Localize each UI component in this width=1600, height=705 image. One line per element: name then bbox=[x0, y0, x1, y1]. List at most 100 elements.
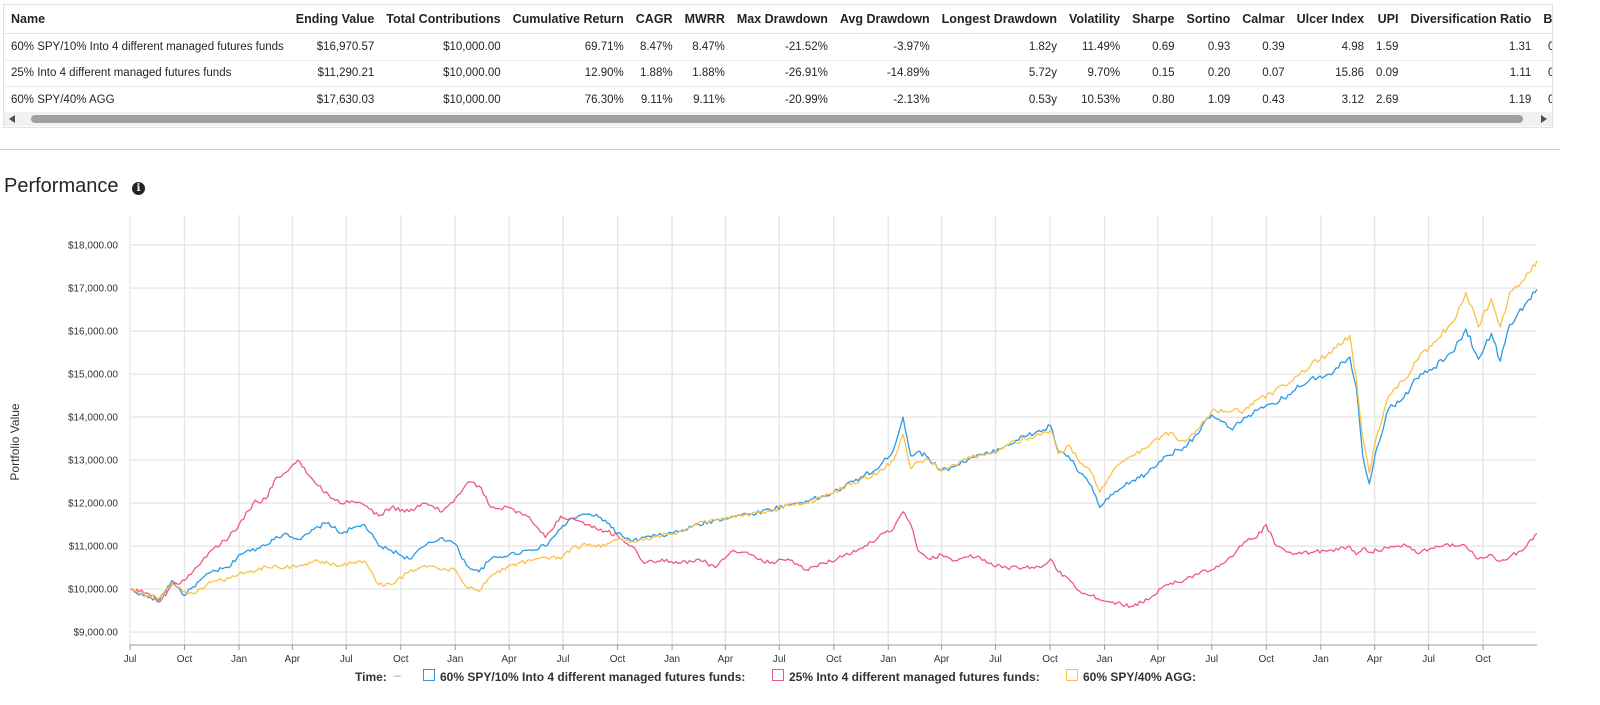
column-header[interactable]: Total Contributions bbox=[380, 5, 507, 34]
x-tick-label: Oct bbox=[826, 654, 842, 665]
series-line[interactable] bbox=[129, 260, 1538, 600]
metrics-table: Name Ending Value Total Contributions Cumul… bbox=[4, 5, 1552, 114]
x-tick-label: Oct bbox=[1258, 654, 1274, 665]
legend-swatch[interactable] bbox=[423, 669, 435, 681]
table-cell: 0.53y bbox=[935, 86, 1063, 114]
x-tick-label: Apr bbox=[285, 654, 301, 665]
table-cell: 3.12 bbox=[1290, 86, 1371, 114]
column-header[interactable]: Longest Drawdown bbox=[935, 5, 1063, 34]
table-cell: -14.89% bbox=[833, 60, 936, 87]
table-header-row: Name Ending Value Total Contributions Cumul… bbox=[4, 5, 1552, 34]
x-tick-label: Jul bbox=[773, 654, 786, 665]
portfolio-name-cell: 60% SPY/40% AGG bbox=[4, 86, 290, 114]
x-tick-label: Jul bbox=[557, 654, 570, 665]
table-cell: 0.07 bbox=[1236, 60, 1291, 87]
x-tick-label: Oct bbox=[177, 654, 193, 665]
legend-item-label[interactable]: 60% SPY/40% AGG: bbox=[1083, 670, 1196, 684]
y-tick-label: $9,000.00 bbox=[74, 628, 119, 639]
table-cell: 8.47% bbox=[629, 33, 679, 61]
scroll-left-arrow-icon[interactable] bbox=[9, 115, 15, 123]
column-header[interactable]: Avg Drawdown bbox=[833, 5, 936, 34]
table-cell: 0.93 bbox=[1180, 33, 1237, 61]
x-tick-label: Apr bbox=[718, 654, 734, 665]
x-tick-label: Apr bbox=[501, 654, 517, 665]
column-header[interactable]: Max Drawdown bbox=[730, 5, 834, 34]
table-cell: 0.20 bbox=[1180, 60, 1237, 87]
table-cell: $10,000.00 bbox=[380, 86, 507, 114]
y-tick-label: $17,000.00 bbox=[68, 284, 118, 295]
table-cell: 2.69 bbox=[1370, 86, 1405, 114]
x-tick-label: Jan bbox=[1096, 654, 1112, 665]
column-header[interactable]: MWRR bbox=[678, 5, 731, 34]
table-cell: 1.88% bbox=[678, 60, 731, 87]
table-cell: $11,290.21 bbox=[289, 60, 381, 87]
table-cell: 15.86 bbox=[1290, 60, 1371, 87]
table-cell: 0.80 bbox=[1126, 86, 1181, 114]
table-cell: 12.90% bbox=[506, 60, 630, 87]
y-axis-title: Portfolio Value bbox=[8, 403, 22, 480]
series-line[interactable] bbox=[129, 459, 1538, 609]
table-cell: 5.72y bbox=[935, 60, 1063, 87]
y-tick-label: $18,000.00 bbox=[68, 241, 118, 252]
column-header[interactable]: Name bbox=[4, 5, 290, 34]
table-cell: 0.43 bbox=[1236, 86, 1291, 114]
y-tick-label: $14,000.00 bbox=[68, 413, 118, 424]
column-header[interactable]: Calmar bbox=[1236, 5, 1291, 34]
column-header[interactable]: CAGR bbox=[629, 5, 679, 34]
x-tick-label: Apr bbox=[934, 654, 950, 665]
horizontal-scrollbar[interactable] bbox=[4, 112, 1552, 126]
scroll-right-arrow-icon[interactable] bbox=[1541, 115, 1547, 123]
table-cell: 1.19 bbox=[1404, 86, 1538, 114]
y-tick-label: $11,000.00 bbox=[69, 542, 119, 553]
table-cell: 10.53% bbox=[1062, 86, 1127, 114]
column-header[interactable]: Beta bbox=[1537, 5, 1552, 34]
table-cell: 0.06 bbox=[1537, 60, 1552, 87]
table-cell: 1.88% bbox=[629, 60, 679, 87]
table-cell: $16,970.57 bbox=[289, 33, 381, 61]
y-tick-label: $16,000.00 bbox=[68, 327, 118, 338]
table-cell: 1.59 bbox=[1370, 33, 1405, 61]
column-header[interactable]: Sharpe bbox=[1126, 5, 1181, 34]
column-header[interactable]: Sortino bbox=[1180, 5, 1237, 34]
chart-series bbox=[129, 260, 1538, 609]
column-header[interactable]: Diversification Ratio bbox=[1404, 5, 1538, 34]
legend-time-label: Time: bbox=[355, 670, 387, 684]
x-tick-label: Jul bbox=[989, 654, 1002, 665]
x-tick-label: Jan bbox=[447, 654, 463, 665]
x-tick-label: Jul bbox=[124, 654, 137, 665]
table-cell: 9.70% bbox=[1062, 60, 1127, 87]
x-tick-label: Oct bbox=[393, 654, 409, 665]
x-tick-label: Jan bbox=[664, 654, 680, 665]
legend-item-label[interactable]: 25% Into 4 different managed futures fun… bbox=[789, 670, 1040, 684]
table-cell: 0.09 bbox=[1370, 60, 1405, 87]
table-cell: -2.13% bbox=[833, 86, 936, 114]
y-tick-label: $13,000.00 bbox=[68, 456, 118, 467]
legend-swatch[interactable] bbox=[1066, 669, 1078, 681]
table-row: 60% SPY/40% AGG $17,630.03 $10,000.00 76.30… bbox=[4, 86, 1552, 114]
legend-swatch[interactable] bbox=[772, 669, 784, 681]
metrics-table-container: Name Ending Value Total Contributions Cumul… bbox=[3, 4, 1553, 128]
column-header[interactable]: Volatility bbox=[1062, 5, 1127, 34]
grid-lines bbox=[129, 215, 1537, 645]
table-cell: 1.31 bbox=[1404, 33, 1538, 61]
x-tick-label: Jan bbox=[231, 654, 247, 665]
x-tick-label: Jul bbox=[340, 654, 353, 665]
table-cell: 8.47% bbox=[678, 33, 731, 61]
table-cell: 76.30% bbox=[506, 86, 630, 114]
x-tick-label: Jul bbox=[1422, 654, 1435, 665]
legend-item-label[interactable]: 60% SPY/10% Into 4 different managed fut… bbox=[440, 670, 746, 684]
info-icon[interactable]: i bbox=[132, 182, 145, 195]
column-header[interactable]: Ulcer Index bbox=[1290, 5, 1371, 34]
section-divider bbox=[0, 149, 1560, 150]
column-header[interactable]: Cumulative Return bbox=[506, 5, 630, 34]
column-header[interactable]: UPI bbox=[1370, 5, 1405, 34]
y-tick-label: $10,000.00 bbox=[68, 585, 118, 596]
performance-chart: Jul Oct Jan Apr Jul Oct Jan Apr Jul Oct Jan Apr Jul O… bbox=[8, 215, 1538, 665]
table-cell: -3.97% bbox=[833, 33, 936, 61]
column-header[interactable]: Ending Value bbox=[289, 5, 381, 34]
legend-time-value: – bbox=[394, 668, 401, 682]
x-tick-label: Oct bbox=[1042, 654, 1058, 665]
x-tick-label: Oct bbox=[1475, 654, 1491, 665]
scrollbar-thumb[interactable] bbox=[31, 115, 1523, 123]
table-cell: 9.11% bbox=[629, 86, 679, 114]
